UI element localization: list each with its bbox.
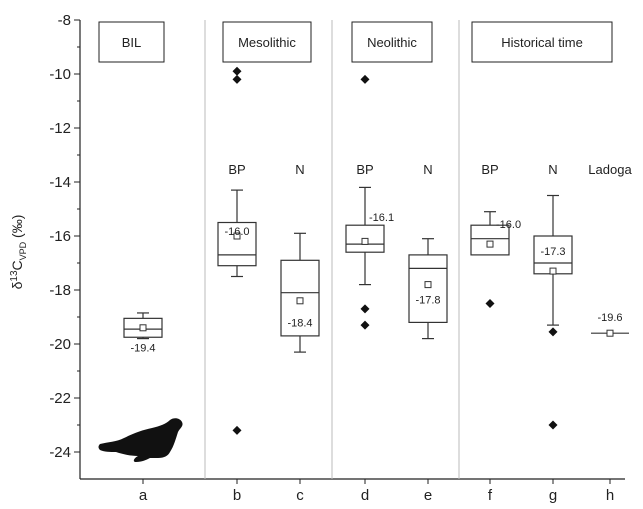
box-b: [217, 66, 257, 435]
y-axis-title: δ13CVPD (‰): [9, 215, 28, 290]
y-tick-label: -22: [49, 390, 71, 407]
period-header-label: BIL: [122, 35, 142, 50]
y-tick-label: -14: [49, 174, 71, 191]
iqr-box: [470, 224, 510, 256]
iqr-box: [217, 221, 257, 267]
mean-marker: [486, 240, 494, 248]
mean-value-label: -17.3: [540, 246, 565, 258]
x-tick-label: g: [549, 487, 557, 504]
mean-marker: [361, 237, 369, 245]
x-tick-label: d: [361, 487, 369, 504]
x-tick-label: e: [424, 487, 432, 504]
y-tick-label: -12: [49, 120, 71, 137]
group-label: N: [423, 162, 432, 177]
outlier-point: [232, 74, 242, 84]
period-header-box: [222, 21, 312, 63]
box-f: [470, 211, 510, 308]
y-axis-label: δ13CVPD (‰): [9, 215, 28, 290]
outlier-point: [232, 66, 242, 76]
mean-marker: [296, 297, 304, 305]
mean-marker: [549, 267, 557, 275]
outlier-point: [360, 304, 370, 314]
mean-value-label: -16.1: [369, 212, 394, 224]
outlier-point: [548, 420, 558, 430]
y-tick-label: -18: [49, 282, 71, 299]
outlier-point: [548, 327, 558, 337]
period-header-label: Mesolithic: [238, 35, 296, 50]
mean-value-label: -17.8: [415, 294, 440, 306]
mean-value-label: -16.0: [496, 219, 521, 231]
x-tick-label: c: [296, 487, 304, 504]
period-dividers: [204, 20, 460, 479]
y-tick-label: -8: [58, 12, 71, 29]
mean-marker: [139, 324, 147, 332]
period-header-label: Neolithic: [367, 35, 417, 50]
annotations: -19.4 -16.0 BP -18.4 N -16.1 BP -17.8 N -16.0 BP -1…: [130, 162, 632, 354]
mean-marker: [424, 281, 432, 289]
mean-value-label: -19.4: [130, 342, 155, 354]
outlier-point: [360, 320, 370, 330]
y-tick-label: -16: [49, 228, 71, 245]
box-c: [280, 232, 320, 353]
y-tick-label: -10: [49, 66, 71, 83]
mean-marker: [606, 329, 614, 337]
group-label: N: [548, 162, 557, 177]
group-label: BP: [228, 162, 245, 177]
period-header-box: [98, 21, 165, 63]
x-tick-label: h: [606, 487, 614, 504]
box-d: [345, 74, 385, 330]
y-tick-label: -20: [49, 336, 71, 353]
mean-value-label: -16.0: [224, 226, 249, 238]
outlier-point: [360, 74, 370, 84]
box-e: [408, 238, 448, 340]
outlier-point: [232, 425, 242, 435]
iqr-box: [408, 254, 448, 323]
mean-marker: [233, 232, 241, 240]
box-a: [123, 312, 163, 340]
period-header-box: [471, 21, 613, 63]
box-g: [533, 194, 573, 430]
axes: -8 -10 -12 -14 -16 -18 -20 -22 -24 a b c d e f g h: [49, 12, 625, 504]
group-label: BP: [481, 162, 498, 177]
mean-value-label: -19.6: [597, 312, 622, 324]
seal-silhouette-icon: [98, 418, 183, 462]
group-label: BP: [356, 162, 373, 177]
outlier-point: [485, 299, 495, 308]
period-header-label: Historical time: [501, 35, 583, 50]
group-label: Ladoga: [588, 162, 632, 177]
x-tick-label: a: [139, 487, 148, 504]
group-label: N: [295, 162, 304, 177]
y-tick-label: -24: [49, 444, 71, 461]
mean-value-label: -18.4: [287, 318, 312, 330]
period-headers: BIL Mesolithic Neolithic Historical time: [98, 21, 613, 63]
box-series: [123, 66, 629, 435]
box-h: [591, 329, 629, 337]
x-tick-label: b: [233, 487, 241, 504]
x-tick-label: f: [488, 487, 493, 504]
period-header-box: [351, 21, 433, 63]
